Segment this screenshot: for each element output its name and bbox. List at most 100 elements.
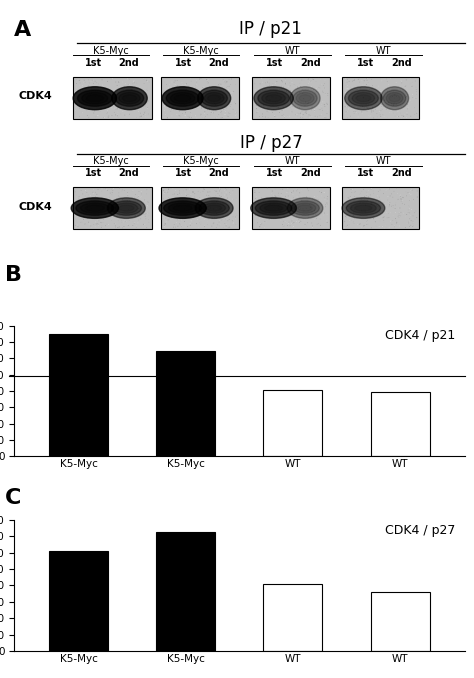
Point — [260, 108, 267, 119]
Point — [226, 207, 233, 218]
Point — [200, 92, 207, 103]
Point — [197, 109, 204, 120]
Point — [187, 216, 194, 226]
Point — [399, 198, 406, 209]
Point — [316, 75, 324, 86]
Text: CDK4 / p27: CDK4 / p27 — [385, 524, 456, 537]
Point — [111, 222, 119, 233]
Point — [201, 95, 209, 106]
Point — [315, 100, 323, 111]
Point — [173, 217, 181, 228]
Point — [355, 196, 362, 207]
Point — [73, 203, 80, 214]
Point — [281, 207, 288, 218]
Point — [366, 203, 374, 214]
Point — [305, 193, 313, 203]
Point — [295, 108, 303, 119]
Point — [410, 102, 418, 113]
Point — [195, 103, 202, 114]
Point — [321, 201, 328, 212]
Point — [98, 218, 105, 228]
Point — [79, 107, 86, 118]
Point — [258, 218, 265, 229]
Point — [388, 104, 395, 115]
Point — [323, 216, 331, 226]
Point — [109, 100, 117, 111]
Point — [301, 195, 309, 205]
Point — [402, 86, 410, 97]
Point — [289, 214, 296, 225]
Point — [346, 191, 354, 202]
Point — [316, 111, 324, 121]
Point — [405, 216, 413, 226]
Point — [362, 85, 369, 96]
Point — [219, 75, 227, 85]
Point — [159, 203, 167, 214]
Point — [347, 87, 355, 98]
Point — [119, 104, 127, 115]
Point — [186, 103, 194, 114]
Point — [381, 101, 388, 112]
Point — [376, 93, 384, 104]
Point — [309, 74, 317, 85]
Point — [165, 85, 173, 96]
Point — [182, 108, 189, 119]
Point — [253, 100, 260, 111]
Point — [361, 102, 369, 113]
Point — [292, 210, 299, 221]
Point — [409, 80, 417, 91]
Point — [186, 209, 194, 220]
Point — [194, 186, 202, 197]
Point — [388, 98, 395, 109]
Point — [176, 220, 184, 231]
Point — [161, 196, 169, 207]
Point — [91, 76, 99, 87]
Point — [187, 188, 195, 199]
Point — [118, 199, 126, 210]
Point — [381, 95, 388, 106]
Point — [397, 193, 404, 204]
Point — [288, 216, 296, 226]
Point — [104, 112, 112, 123]
Point — [312, 92, 320, 102]
Point — [212, 93, 219, 104]
Point — [318, 191, 325, 201]
Point — [294, 108, 301, 119]
Point — [223, 197, 231, 208]
Point — [364, 215, 371, 226]
Point — [380, 96, 388, 107]
Point — [413, 107, 421, 118]
Point — [94, 110, 101, 121]
Point — [298, 85, 305, 96]
Point — [226, 108, 234, 119]
Point — [394, 194, 402, 205]
Point — [282, 73, 289, 84]
Point — [218, 205, 226, 216]
Point — [124, 99, 131, 110]
Point — [402, 92, 410, 103]
Point — [201, 81, 209, 92]
Point — [404, 207, 412, 218]
Point — [346, 82, 354, 93]
Point — [341, 85, 349, 96]
Ellipse shape — [296, 92, 314, 104]
Point — [129, 216, 137, 227]
Point — [324, 105, 332, 116]
Point — [222, 183, 229, 194]
Point — [395, 210, 403, 221]
Point — [224, 193, 231, 203]
Point — [128, 211, 136, 222]
Point — [113, 85, 121, 96]
Point — [82, 207, 89, 218]
Point — [114, 222, 121, 233]
Point — [342, 76, 349, 87]
Point — [372, 210, 379, 220]
Point — [408, 184, 415, 195]
Ellipse shape — [345, 87, 382, 110]
Point — [300, 75, 308, 85]
Point — [390, 186, 398, 197]
Point — [361, 191, 368, 202]
Point — [214, 76, 222, 87]
Point — [168, 195, 175, 206]
Point — [366, 202, 374, 213]
